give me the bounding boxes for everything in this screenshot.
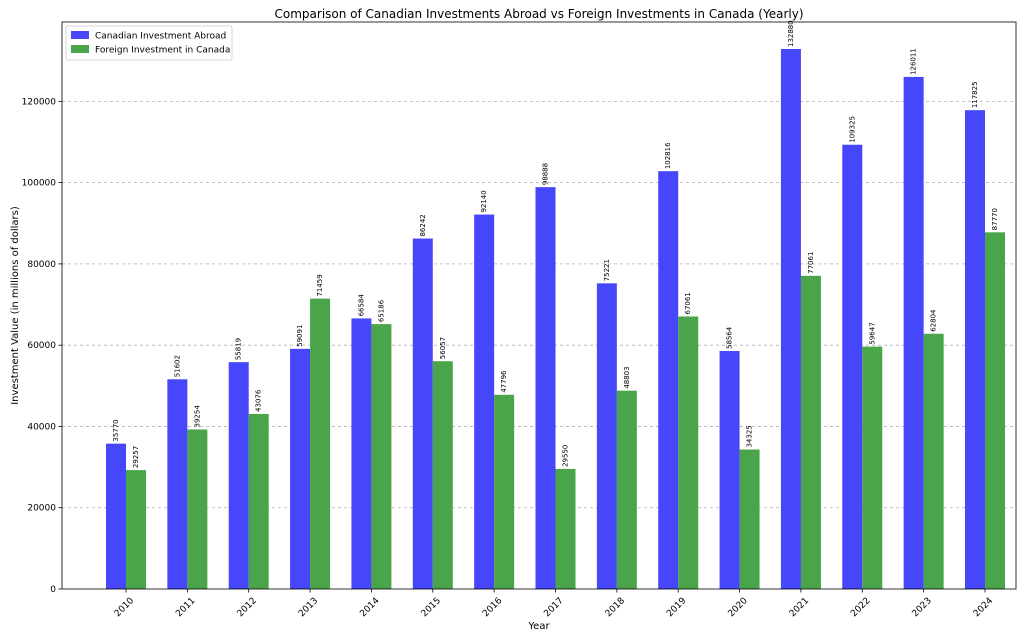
legend-swatch — [71, 45, 89, 53]
x-axis-label: Year — [527, 621, 550, 632]
bar-value-label: 65186 — [377, 299, 385, 322]
bar-value-label: 77061 — [807, 252, 815, 274]
bar-value-label: 47796 — [500, 370, 508, 393]
bar-canadian-abroad — [903, 76, 924, 589]
bar-foreign-in-canada — [616, 390, 637, 589]
bar-value-label: 29550 — [562, 445, 570, 467]
bar-value-label: 92140 — [480, 190, 488, 212]
bar-foreign-in-canada — [985, 232, 1005, 589]
bar-foreign-in-canada — [432, 361, 453, 589]
bar-canadian-abroad — [965, 110, 985, 590]
y-tick-label: 100000 — [22, 179, 57, 189]
bars — [106, 49, 1005, 590]
y-tick-label: 20000 — [27, 504, 56, 514]
y-axis-label: Investment Value (in millions of dollars… — [10, 206, 21, 405]
bar-canadian-abroad — [658, 171, 679, 589]
bar-foreign-in-canada — [371, 324, 392, 589]
bar-value-label: 59647 — [868, 322, 876, 344]
bar-value-label: 29257 — [132, 446, 140, 468]
legend-swatch — [71, 31, 89, 39]
bar-value-label: 34325 — [746, 425, 754, 447]
x-tick-label: 2023 — [911, 596, 934, 619]
x-tick-label: 2018 — [604, 596, 627, 619]
y-tick-label: 0 — [50, 585, 56, 595]
data-labels: 35770 29257 51602 39254 55819 43076 59091 71459… — [112, 20, 999, 468]
bar-value-label: 98888 — [542, 163, 550, 185]
legend-box — [65, 25, 233, 61]
bar-canadian-abroad — [474, 214, 495, 589]
bar-value-label: 102816 — [664, 142, 672, 169]
x-tick-label: 2020 — [727, 596, 750, 619]
x-tick-label: 2010 — [113, 596, 136, 619]
bar-foreign-in-canada — [800, 275, 821, 589]
x-tick-label: 2019 — [665, 596, 688, 619]
bar-foreign-in-canada — [739, 449, 760, 589]
chart-title: Comparison of Canadian Investments Abroa… — [275, 7, 804, 21]
y-tick-label: 40000 — [27, 422, 56, 432]
bar-value-label: 67061 — [684, 292, 692, 314]
legend-entry: Canadian Investment Abroad — [95, 32, 226, 42]
bar-canadian-abroad — [412, 238, 433, 589]
plot-frame — [61, 21, 1017, 590]
bar-value-label: 109325 — [848, 116, 856, 143]
bar-canadian-abroad — [290, 348, 311, 589]
bar-value-label: 86242 — [419, 214, 427, 236]
y-axis: 0 20000 40000 60000 80000 100000 120000 — [22, 97, 62, 595]
bar-value-label: 35770 — [112, 419, 120, 441]
bar-value-label: 62804 — [930, 309, 938, 332]
bar-value-label: 51602 — [173, 355, 181, 377]
bar-foreign-in-canada — [126, 470, 146, 589]
bar-value-label: 39254 — [193, 405, 201, 428]
bar-canadian-abroad — [535, 187, 556, 589]
bar-foreign-in-canada — [310, 298, 331, 589]
bar-value-label: 117825 — [971, 81, 979, 108]
bar-value-label: 66584 — [357, 294, 365, 317]
x-tick-label: 2024 — [972, 596, 995, 619]
bar-canadian-abroad — [780, 49, 801, 589]
bar-foreign-in-canada — [678, 316, 699, 589]
bar-value-label: 132880 — [787, 20, 795, 47]
bar-foreign-in-canada — [923, 333, 944, 589]
legend: Canadian Investment Abroad Foreign Invest… — [65, 25, 233, 61]
x-tick-label: 2014 — [358, 596, 381, 619]
bar-foreign-in-canada — [187, 429, 208, 589]
bar-foreign-in-canada — [248, 413, 269, 589]
bar-canadian-abroad — [167, 379, 188, 589]
x-tick-label: 2016 — [481, 596, 504, 619]
x-axis: 2010 2011 2012 2013 2014 2015 2016 2017 2018 2019… — [113, 589, 995, 619]
x-tick-label: 2011 — [174, 596, 197, 619]
bar-value-label: 59091 — [296, 325, 304, 347]
bar-canadian-abroad — [596, 283, 617, 589]
bar-foreign-in-canada — [494, 394, 515, 589]
bar-value-label: 87770 — [991, 208, 999, 230]
bar-value-label: 55819 — [235, 338, 243, 360]
x-tick-label: 2022 — [849, 596, 872, 619]
bar-canadian-abroad — [719, 351, 740, 589]
bar-value-label: 58564 — [726, 326, 734, 349]
bar-value-label: 71459 — [316, 274, 324, 296]
legend-entry: Foreign Investment in Canada — [95, 46, 230, 56]
x-tick-label: 2021 — [788, 596, 811, 619]
bar-canadian-abroad — [228, 362, 249, 589]
bar-foreign-in-canada — [555, 468, 576, 589]
bar-value-label: 48803 — [623, 366, 631, 388]
bar-value-label: 43076 — [255, 389, 263, 412]
bar-canadian-abroad — [351, 318, 372, 589]
bar-canadian-abroad — [842, 144, 863, 589]
x-tick-label: 2013 — [297, 596, 320, 619]
y-tick-label: 60000 — [27, 341, 56, 351]
y-tick-label: 80000 — [27, 260, 56, 270]
bar-value-label: 56057 — [439, 337, 447, 359]
x-tick-label: 2017 — [542, 596, 565, 619]
bar-value-label: 126011 — [910, 48, 918, 75]
bar-value-label: 75221 — [603, 259, 611, 281]
x-tick-label: 2015 — [420, 596, 443, 619]
x-tick-label: 2012 — [236, 596, 259, 619]
bar-canadian-abroad — [106, 443, 126, 589]
y-tick-label: 120000 — [22, 97, 57, 107]
bar-foreign-in-canada — [862, 346, 883, 589]
